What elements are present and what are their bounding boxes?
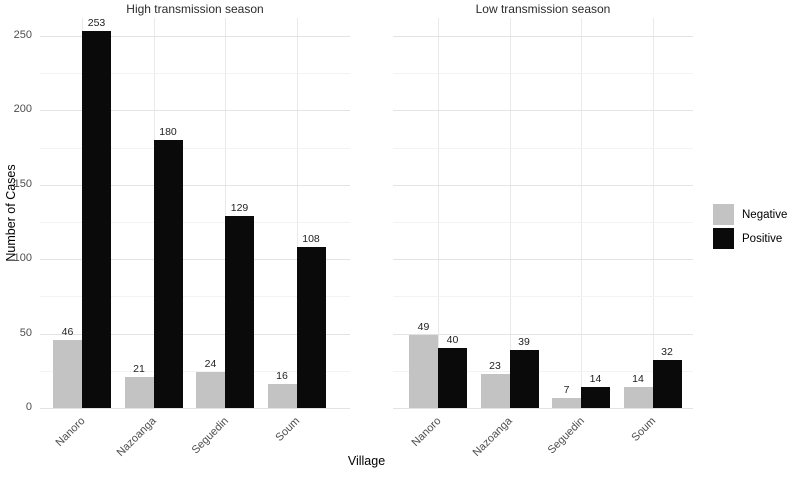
gridline-minor: [40, 221, 350, 223]
bar-value-label: 108: [302, 233, 320, 246]
gridline-major: [40, 408, 350, 409]
gridline-minor: [393, 147, 693, 149]
bar-positive-nanoro: [82, 31, 111, 408]
panel-high-season: 46 21 24 16 253 180 129 108 Nanoro Nazoanga Segued…: [40, 17, 350, 459]
gridline-major: [393, 333, 693, 335]
bar-value-label: 24: [204, 358, 217, 371]
bar-value-label: 49: [417, 321, 430, 334]
gridline-vertical: [438, 18, 439, 408]
y-axis-title: Number of Cases: [4, 164, 18, 262]
x-tick-label-soum: Soum: [629, 415, 658, 444]
legend-swatch-negative: [713, 204, 734, 225]
x-tick-label-nanoro: Nanoro: [409, 415, 444, 449]
bar-value-label: 14: [589, 373, 602, 386]
bar-positive-seguedin: [581, 387, 610, 408]
y-tick-label: 250: [13, 28, 32, 41]
legend-item-negative: Negative: [713, 204, 787, 225]
x-tick-label-nazoanga: Nazoanga: [115, 415, 159, 459]
bar-value-label: 16: [276, 370, 288, 383]
gridline-minor: [40, 296, 350, 298]
bar-value-label: 129: [230, 201, 249, 214]
bar-positive-soum: [652, 360, 682, 408]
bar-value-label: 46: [61, 325, 74, 338]
bar-negative-seguedin: [552, 397, 581, 408]
legend-label-negative: Negative: [742, 208, 787, 221]
gridline-minor: [393, 221, 693, 223]
x-tick-label-soum: Soum: [273, 415, 302, 444]
gridline-minor: [40, 73, 350, 75]
bar-negative-nanoro: [53, 339, 82, 408]
bar-value-label: 7: [563, 383, 570, 396]
y-tick-label: 200: [13, 103, 32, 116]
bar-negative-soum: [267, 384, 297, 408]
facet-title-high-season: High transmission season: [126, 2, 264, 16]
gridline-major: [40, 110, 350, 112]
gridline-minor: [393, 73, 693, 75]
bar-positive-nanoro: [438, 348, 467, 408]
bar-value-label: 23: [489, 359, 501, 372]
gridline-minor: [40, 370, 350, 372]
gridline-minor: [393, 370, 693, 372]
y-tick-label: 0: [25, 401, 32, 413]
bar-value-label: 14: [632, 373, 644, 386]
bar-positive-seguedin: [225, 215, 254, 408]
bar-value-label: 180: [159, 126, 177, 139]
gridline-major: [40, 333, 350, 335]
gridline-vertical: [225, 18, 226, 408]
legend-label-positive: Positive: [742, 232, 783, 245]
gridline-major: [393, 259, 693, 261]
x-axis-title: Village: [347, 454, 386, 468]
panel-low-season: 49 23 7 14 40 39 14 32 Nanoro Nazoanga Seguedin Sou…: [393, 18, 693, 459]
bar-value-label: 40: [446, 334, 459, 347]
gridline-vertical: [652, 18, 654, 408]
bar-positive-nazoanga: [153, 140, 183, 408]
bar-negative-nanoro: [409, 335, 438, 408]
gridline-major: [40, 184, 350, 186]
x-tick-label-seguedin: Seguedin: [189, 415, 231, 457]
legend: Negative Positive: [713, 204, 787, 252]
bar-negative-nazoanga: [480, 373, 510, 408]
legend-swatch-positive: [713, 228, 734, 249]
x-tick-label-nazoanga: Nazoanga: [471, 415, 515, 459]
gridline-vertical: [509, 18, 511, 408]
gridline-major: [40, 259, 350, 261]
y-tick-label: 150: [13, 177, 32, 190]
gridline-major: [393, 184, 693, 186]
gridline-vertical: [296, 18, 298, 408]
y-tick-label: 50: [19, 326, 32, 339]
bar-value-label: 253: [87, 17, 106, 30]
x-tick-label-nanoro: Nanoro: [53, 415, 88, 449]
gridline-major: [40, 35, 350, 37]
y-tick-label: 100: [13, 252, 32, 265]
gridline-minor: [393, 296, 693, 298]
bar-negative-soum: [623, 387, 653, 408]
bar-value-label: 39: [518, 335, 530, 348]
bar-negative-nazoanga: [124, 376, 154, 408]
facet-title-low-season: Low transmission season: [475, 2, 611, 16]
bar-positive-nazoanga: [509, 349, 539, 408]
gridline-vertical: [581, 18, 582, 408]
bar-value-label: 32: [661, 346, 673, 359]
bar-negative-seguedin: [196, 372, 225, 408]
bar-positive-soum: [296, 247, 326, 408]
bar-value-label: 21: [133, 362, 145, 375]
gridline-major: [393, 35, 693, 37]
legend-item-positive: Positive: [713, 228, 787, 249]
x-tick-label-seguedin: Seguedin: [545, 415, 587, 457]
gridline-major: [393, 408, 693, 409]
gridline-major: [393, 110, 693, 112]
gridline-minor: [40, 147, 350, 149]
